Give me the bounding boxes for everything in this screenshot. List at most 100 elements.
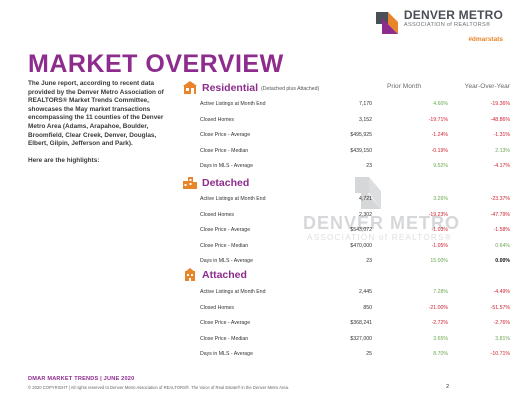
row-value: 4,721 xyxy=(359,196,372,202)
row-value: 7,170 xyxy=(359,101,372,107)
watermark-logo-icon xyxy=(355,177,381,209)
prior-month-header: Prior Month xyxy=(387,83,422,90)
copyright-text: © 2020 COPYRIGHT | All rights reserved t… xyxy=(28,385,290,390)
row-yoy: -4.49% xyxy=(493,289,510,295)
attached-heading: Attached xyxy=(183,268,247,281)
row-label: Active Listings at Month End xyxy=(200,196,266,202)
row-prior-month: -1.05% xyxy=(431,242,448,249)
residential-note: (Detached plus Attached) xyxy=(261,85,320,92)
row-yoy: -4.17% xyxy=(493,163,510,169)
logo-title: DENVER METRO xyxy=(403,8,503,22)
table-row: Close Price - Average $543,072 -1.03% -1.58… xyxy=(200,225,510,236)
row-value: 23 xyxy=(366,258,372,264)
detached-heading: Detached xyxy=(183,176,249,189)
row-yoy: -19.36% xyxy=(490,101,510,107)
table-row: Days in MLS - Average 23 9.52% -4.17% xyxy=(200,161,510,172)
row-label: Close Price - Average xyxy=(200,132,251,138)
row-yoy: -10.71% xyxy=(490,351,510,357)
row-value: $543,072 xyxy=(350,227,372,233)
yoy-header: Year-Over-Year xyxy=(464,83,510,90)
row-value: $470,000 xyxy=(350,242,372,249)
row-yoy: -23.37% xyxy=(490,196,510,202)
table-row: Close Price - Average $368,241 -2.72% -2.76… xyxy=(200,318,510,329)
row-value: $439,150 xyxy=(350,147,372,154)
row-prior-month: -19.23% xyxy=(428,211,448,218)
row-yoy: -1.31% xyxy=(493,132,510,138)
row-label: Close Price - Median xyxy=(200,335,249,342)
row-prior-month: 8.70% xyxy=(433,351,448,357)
table-row: Closed Homes 850 -21.00% -51.57% xyxy=(200,303,510,314)
row-prior-month: -1.24% xyxy=(431,132,448,138)
residential-heading: Residential (Detached plus Attached) xyxy=(183,81,319,94)
table-row: Close Price - Median $439,150 -0.19% 2.13% xyxy=(200,146,510,157)
row-value: 23 xyxy=(366,163,372,169)
intro-highlights: Here are the highlights: xyxy=(28,156,100,164)
watermark-subtitle: ASSOCIATION of REALTORS® xyxy=(307,233,452,242)
table-row: Closed Homes 2,302 -19.23% -47.79% xyxy=(200,210,510,221)
row-value: $368,241 xyxy=(350,320,372,326)
footer-title: DMAR MARKET TRENDS | JUNE 2020 xyxy=(28,376,135,382)
row-prior-month: -19.71% xyxy=(428,116,448,123)
row-value: 2,445 xyxy=(359,289,372,295)
watermark-title: DENVER METRO xyxy=(303,213,461,233)
table-row: Close Price - Average $495,925 -1.24% -1.31… xyxy=(200,130,510,141)
intro-paragraph: The June report, according to recent dat… xyxy=(28,80,164,148)
row-value: 2,302 xyxy=(359,211,372,218)
row-yoy: -48.86% xyxy=(490,116,510,123)
table-row: Active Listings at Month End 2,445 7.28% -4… xyxy=(200,287,510,298)
row-prior-month: -1.03% xyxy=(431,227,448,233)
buildings-icon xyxy=(183,177,197,189)
row-label: Close Price - Median xyxy=(200,147,249,154)
page-title: MARKET OVERVIEW xyxy=(28,50,284,78)
row-yoy: 2.13% xyxy=(495,147,510,154)
row-prior-month: 3.26% xyxy=(433,196,448,202)
row-label: Days in MLS - Average xyxy=(200,351,253,357)
row-label: Days in MLS - Average xyxy=(200,163,253,169)
row-yoy: 0.64% xyxy=(495,242,510,249)
watermark: DENVER METRO ASSOCIATION of REALTORS® xyxy=(303,175,459,275)
row-value: $495,925 xyxy=(350,132,372,138)
row-yoy: 0.00% xyxy=(495,258,510,264)
page-number: 2 xyxy=(446,384,450,390)
row-yoy: 3.81% xyxy=(495,335,510,342)
row-prior-month: 4.60% xyxy=(433,101,448,107)
row-yoy: -47.79% xyxy=(490,211,510,218)
table-row: Days in MLS - Average 25 8.70% -10.71% xyxy=(200,349,510,360)
table-row: Close Price - Median $470,000 -1.05% 0.64% xyxy=(200,241,510,252)
row-label: Closed Homes xyxy=(200,116,235,123)
row-yoy: -2.76% xyxy=(493,320,510,326)
table-row: Closed Homes 3,152 -19.71% -48.86% xyxy=(200,115,510,126)
intro-text: The June report, according to recent dat… xyxy=(28,80,176,173)
row-prior-month: 9.52% xyxy=(433,163,448,169)
dmar-logo-mark-icon xyxy=(375,12,398,34)
residential-title: Residential xyxy=(202,81,259,94)
row-yoy: -1.58% xyxy=(493,227,510,233)
row-value: 850 xyxy=(363,304,372,311)
row-label: Closed Homes xyxy=(200,211,235,218)
row-prior-month: 7.28% xyxy=(433,289,448,295)
row-label: Active Listings at Month End xyxy=(200,101,266,107)
table-row: Close Price - Median $327,000 3.65% 3.81% xyxy=(200,334,510,345)
row-prior-month: 3.65% xyxy=(433,335,448,342)
row-prior-month: 15.00% xyxy=(430,258,448,264)
hashtag: #dmarstats xyxy=(468,36,503,43)
row-prior-month: -2.72% xyxy=(431,320,448,326)
row-label: Active Listings at Month End xyxy=(200,289,266,295)
row-label: Close Price - Average xyxy=(200,320,251,326)
attached-house-icon xyxy=(185,268,195,281)
table-row: Active Listings at Month End 7,170 4.60% -1… xyxy=(200,99,510,110)
table-row: Active Listings at Month End 4,721 3.26% -2… xyxy=(200,194,510,205)
logo-subtitle: ASSOCIATION of REALTORS® xyxy=(403,22,491,28)
row-label: Close Price - Median xyxy=(200,242,249,249)
row-label: Close Price - Average xyxy=(200,227,251,233)
attached-title: Attached xyxy=(202,268,247,281)
row-label: Closed Homes xyxy=(200,304,235,311)
row-value: 3,152 xyxy=(359,116,372,123)
detached-title: Detached xyxy=(202,176,250,189)
row-value: $327,000 xyxy=(350,335,372,342)
row-value: 25 xyxy=(366,351,372,357)
row-prior-month: -0.19% xyxy=(431,147,448,154)
row-prior-month: -21.00% xyxy=(428,304,448,311)
row-yoy: -51.57% xyxy=(490,304,510,311)
table-row: Days in MLS - Average 23 15.00% 0.00% xyxy=(200,256,510,267)
